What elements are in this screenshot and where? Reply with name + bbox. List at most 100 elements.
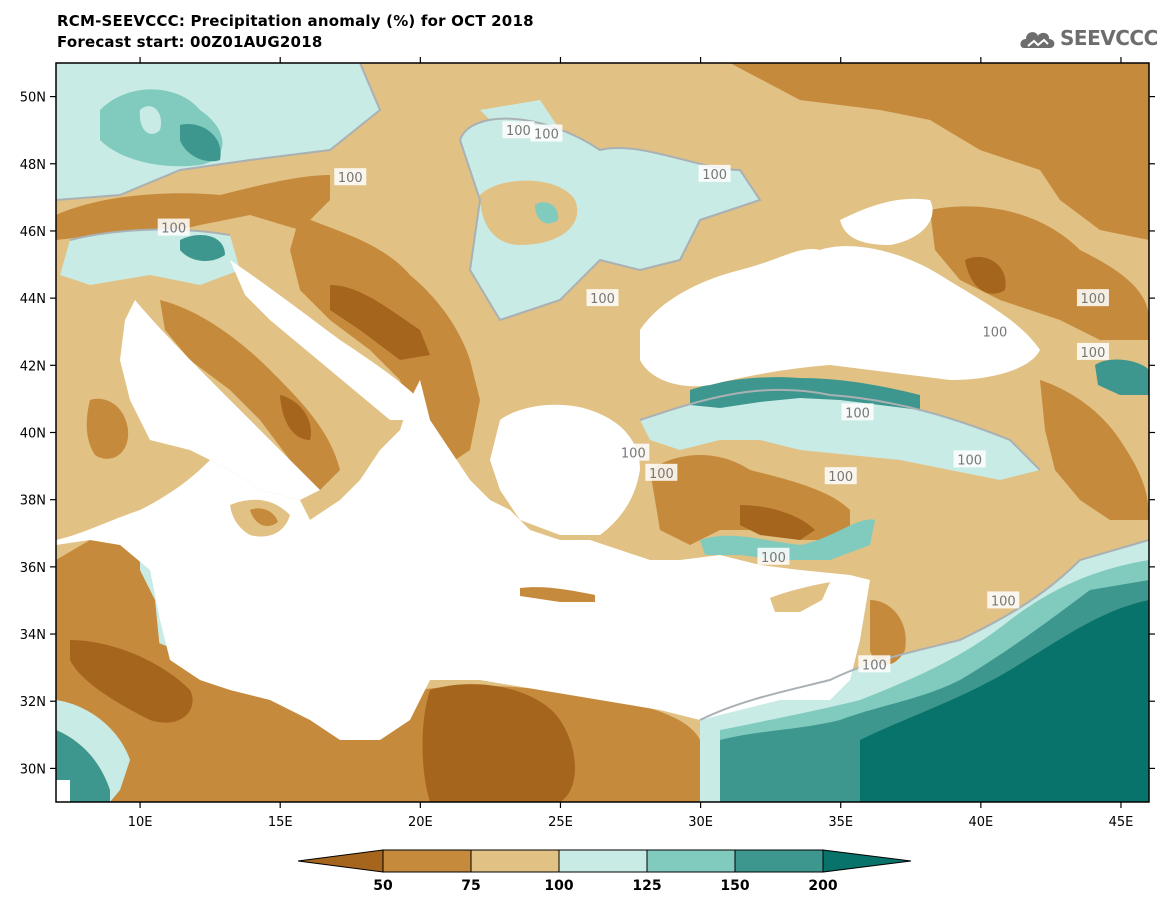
field-dteal-nw <box>180 124 221 162</box>
contour-label-bg <box>586 289 619 307</box>
contour-label: 100 <box>506 124 531 139</box>
colorbar-segment <box>646 849 736 873</box>
black-sea <box>640 246 1040 387</box>
azov-sea <box>840 198 933 245</box>
field-brown-levant <box>870 600 906 665</box>
field-brown-north <box>730 63 1149 240</box>
contour-label: 100 <box>957 453 982 468</box>
lon-tick-label: 20E <box>408 815 433 830</box>
field-brown-alps <box>56 175 330 240</box>
sicily-center <box>250 508 278 526</box>
contour-label-bg <box>334 168 367 186</box>
colorbar-label: 200 <box>808 878 837 894</box>
logo-text: SEEVCCC <box>1060 26 1158 50</box>
field-brown-italy <box>160 300 340 490</box>
contour-label-bg <box>1076 289 1109 307</box>
tyrrhenian-sea <box>120 300 320 500</box>
contour-label: 100 <box>862 658 887 673</box>
contour-label-bg <box>698 164 731 182</box>
contour-label: 100 <box>828 470 853 485</box>
contour-label-bg <box>157 218 190 236</box>
contour-label: 100 <box>590 292 615 307</box>
contour-label-bg <box>502 121 535 139</box>
lon-tick-label: 15E <box>268 815 293 830</box>
contour-label-bg <box>987 591 1020 609</box>
field-brown-ne-turkey <box>1040 380 1149 520</box>
colorbar-label: 125 <box>632 878 661 894</box>
field-dbrown-italy <box>280 395 311 440</box>
colorbar-label: 75 <box>461 878 480 894</box>
contour-label: 100 <box>338 171 363 186</box>
lat-tick-label: 38N <box>20 494 46 509</box>
lat-tick-label: 50N <box>20 91 46 106</box>
contour-label-bg <box>530 124 563 142</box>
contour-label-bg <box>978 322 1011 340</box>
lon-tick-label: 10E <box>128 815 153 830</box>
field-dteal-blacksea-s <box>690 377 920 410</box>
lat-tick-label: 44N <box>20 292 46 307</box>
field-teal-turkey-s <box>700 519 875 560</box>
contour-label-bg <box>953 450 986 468</box>
field-cyan-romania <box>460 118 760 320</box>
contour-label: 100 <box>534 128 559 143</box>
contour-lines-100 <box>56 63 1149 721</box>
mediterranean-sea <box>56 380 870 740</box>
cyprus <box>770 582 830 612</box>
adriatic-sea <box>230 260 420 420</box>
colorbar-label: 150 <box>720 878 749 894</box>
field-brown-caucasus <box>930 206 1149 340</box>
field-dbrown-libya-w <box>70 640 193 723</box>
field-teal-romania <box>535 202 559 224</box>
map-axes: 10E 15E 20E 25E 30E 35E 40E 45E 30N 32N 34N 36N 38N 4… <box>20 57 1155 830</box>
contour-label-bg <box>824 467 857 485</box>
field-dbrown-balkans <box>330 285 430 360</box>
contour-label-bg <box>757 547 790 565</box>
lon-tick-label: 45E <box>1109 815 1134 830</box>
lat-tick-label: 48N <box>20 158 46 173</box>
field-cyan-sw <box>56 700 130 802</box>
contour-label-bg <box>645 463 678 481</box>
forecast-start-subtitle: Forecast start: 00Z01AUG2018 <box>57 33 323 51</box>
colorbar-right-arrow <box>822 849 912 873</box>
field-brown-sardinia <box>86 398 129 459</box>
contour-line <box>458 117 762 322</box>
seevccc-logo: SEEVCCC <box>1018 22 1158 56</box>
contour-label: 100 <box>161 222 186 237</box>
lon-tick-label: 25E <box>548 815 573 830</box>
contour-label: 100 <box>991 594 1016 609</box>
contour-label: 100 <box>761 551 786 566</box>
cloud-logo-icon <box>1020 32 1055 48</box>
field-deep-teal-me <box>860 600 1149 802</box>
contour-label-bg <box>841 403 874 421</box>
contour-line <box>699 539 1149 721</box>
lat-tick-label: 30N <box>20 762 46 777</box>
field-tan-romania <box>480 180 578 245</box>
colorbar-label: 50 <box>373 878 393 894</box>
field-dbrown-libya-e <box>422 684 575 802</box>
field-cyan-turkey <box>640 389 1040 480</box>
lat-tick-label: 42N <box>20 359 46 374</box>
lon-tick-label: 40E <box>968 815 993 830</box>
contour-label: 100 <box>621 447 646 462</box>
contour-label: 100 <box>649 467 674 482</box>
lon-tick-label: 35E <box>828 815 853 830</box>
lat-tick-label: 32N <box>20 695 46 710</box>
contour-label: 100 <box>1081 292 1106 307</box>
contour-line <box>69 228 231 241</box>
contour-label-bg <box>858 655 891 673</box>
field-dbrown-turkey <box>740 505 815 540</box>
colorbar-label: 100 <box>544 878 573 894</box>
colorbar-segment <box>382 849 472 873</box>
field-dteal-venice <box>180 235 225 262</box>
colorbar-segment <box>558 849 648 873</box>
lon-tick-label: 30E <box>688 815 713 830</box>
aegean-sea <box>490 404 640 535</box>
contour-label: 100 <box>702 168 727 183</box>
lat-tick-label: 40N <box>20 427 46 442</box>
colorbar: 50 75 100 125 150 200 <box>297 849 912 894</box>
contour-line <box>56 63 382 201</box>
lat-tick-label: 36N <box>20 561 46 576</box>
crete <box>520 587 595 602</box>
